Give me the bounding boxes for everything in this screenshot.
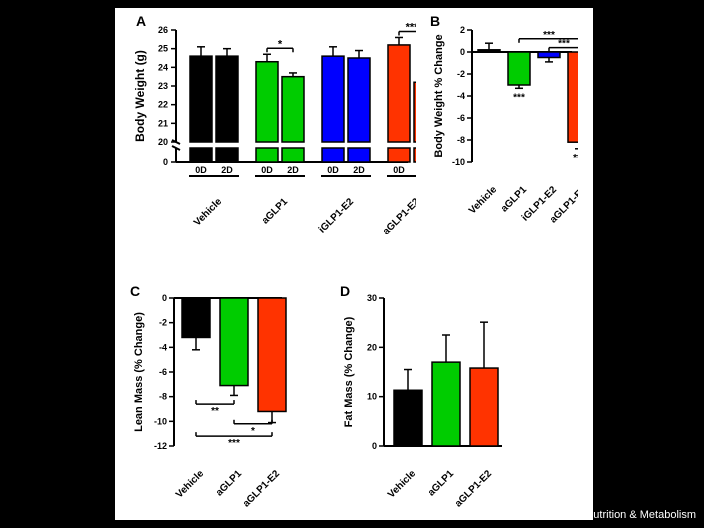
svg-text:-10: -10 xyxy=(154,416,167,426)
svg-text:26: 26 xyxy=(158,25,168,35)
image-credit: 图片来源：Nutrition & Metabolism xyxy=(530,506,696,522)
svg-text:0: 0 xyxy=(460,47,465,57)
svg-text:***: *** xyxy=(543,30,555,41)
svg-text:C: C xyxy=(130,284,140,299)
svg-text:***: *** xyxy=(573,153,578,164)
svg-text:**: ** xyxy=(211,406,219,417)
svg-text:2D: 2D xyxy=(287,165,299,175)
svg-text:***: *** xyxy=(558,39,570,50)
svg-text:Vehicle: Vehicle xyxy=(467,184,499,216)
figure-canvas: 202122232425260Body Weight (g)A0D2D0D2D0… xyxy=(0,0,704,528)
svg-text:Body Weight (g): Body Weight (g) xyxy=(133,50,147,142)
svg-text:0D: 0D xyxy=(327,165,339,175)
svg-text:***: *** xyxy=(228,438,240,449)
svg-text:0: 0 xyxy=(372,441,377,451)
svg-text:-4: -4 xyxy=(159,342,167,352)
svg-text:***: *** xyxy=(406,21,416,33)
svg-text:A: A xyxy=(136,14,146,29)
svg-text:0D: 0D xyxy=(261,165,273,175)
svg-text:0: 0 xyxy=(162,293,167,303)
svg-text:aGLP1-E2: aGLP1-E2 xyxy=(381,196,416,234)
svg-text:aGLP1: aGLP1 xyxy=(260,196,290,226)
svg-text:aGLP1: aGLP1 xyxy=(426,468,456,498)
svg-text:Lean Mass (% Change): Lean Mass (% Change) xyxy=(133,312,145,432)
svg-text:23: 23 xyxy=(158,81,168,91)
svg-text:Vehicle: Vehicle xyxy=(386,468,418,500)
svg-text:24: 24 xyxy=(158,62,168,72)
svg-text:20: 20 xyxy=(158,137,168,147)
svg-text:B: B xyxy=(430,14,440,29)
svg-text:Vehicle: Vehicle xyxy=(192,196,224,228)
svg-text:-8: -8 xyxy=(159,392,167,402)
svg-text:25: 25 xyxy=(158,44,168,54)
svg-text:30: 30 xyxy=(367,293,377,303)
svg-text:-8: -8 xyxy=(457,135,465,145)
svg-text:***: *** xyxy=(513,92,525,103)
svg-text:-6: -6 xyxy=(159,367,167,377)
svg-text:2D: 2D xyxy=(221,165,233,175)
svg-text:-10: -10 xyxy=(452,157,465,167)
svg-text:20: 20 xyxy=(367,342,377,352)
svg-text:2D: 2D xyxy=(353,165,365,175)
svg-text:-2: -2 xyxy=(457,69,465,79)
svg-text:aGLP1: aGLP1 xyxy=(214,468,244,498)
svg-text:-6: -6 xyxy=(457,113,465,123)
svg-text:D: D xyxy=(340,284,350,299)
svg-text:0D: 0D xyxy=(195,165,207,175)
svg-text:-4: -4 xyxy=(457,91,465,101)
svg-text:0: 0 xyxy=(163,157,168,167)
svg-text:2: 2 xyxy=(460,25,465,35)
svg-text:Body Weight % Change: Body Weight % Change xyxy=(433,34,445,157)
svg-text:*: * xyxy=(278,38,283,50)
svg-text:21: 21 xyxy=(158,118,168,128)
svg-text:iGLP1-E2: iGLP1-E2 xyxy=(317,196,357,234)
panel-c-chart: -12 -10 -8 -6 -4 -2 0 Lean Mass (% Change) C Vehi… xyxy=(128,284,288,514)
svg-text:22: 22 xyxy=(158,100,168,110)
svg-text:Fat Mass (% Change): Fat Mass (% Change) xyxy=(343,316,355,427)
svg-text:-2: -2 xyxy=(159,318,167,328)
svg-text:*: * xyxy=(251,426,255,437)
svg-text:0D: 0D xyxy=(393,165,405,175)
panel-d-chart: 0 10 20 30 Fat Mass (% Change) D Vehicle aGLP1a… xyxy=(338,284,508,514)
svg-text:-12: -12 xyxy=(154,441,167,451)
svg-text:aGLP1-E2: aGLP1-E2 xyxy=(453,468,494,509)
panel-b-chart: -10 -8 -6 -4 -2 0 2 Body Weight % Change B Vehicl… xyxy=(428,14,578,234)
panel-a-chart: 20 21 22 23 24 25 26 0 Body Weight (g) A 0D 2D 0D 2D 0… xyxy=(128,14,416,234)
svg-text:aGLP1-E2: aGLP1-E2 xyxy=(241,468,282,509)
svg-text:10: 10 xyxy=(367,392,377,402)
svg-text:Vehicle: Vehicle xyxy=(174,468,206,500)
